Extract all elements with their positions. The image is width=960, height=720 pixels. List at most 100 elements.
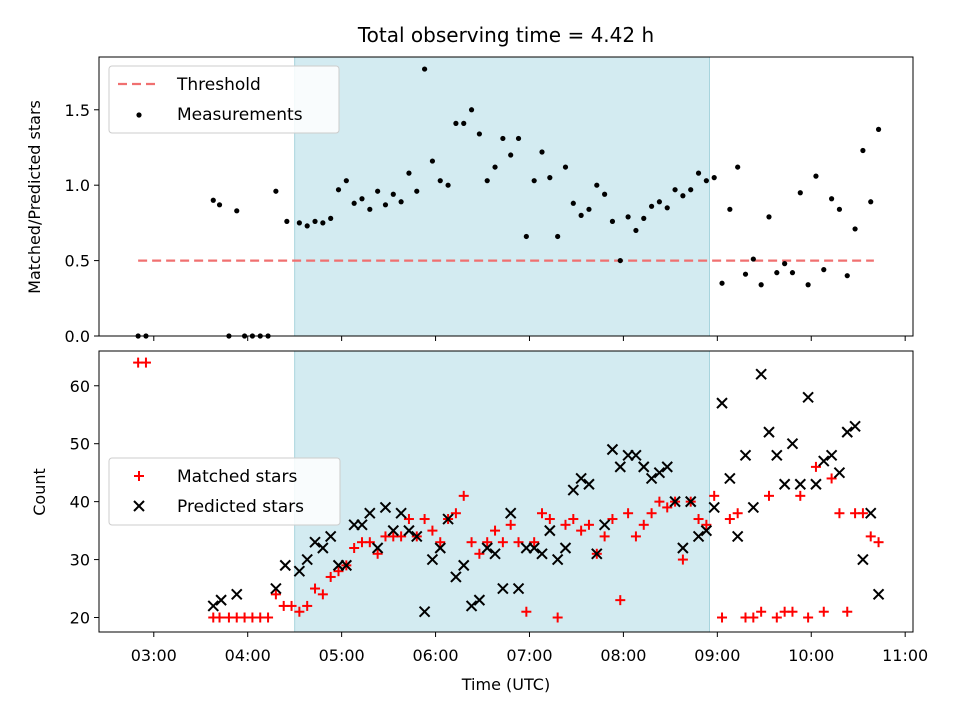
measurement-point bbox=[633, 227, 639, 234]
predicted-point-b bbox=[872, 588, 885, 601]
matched-point bbox=[701, 519, 712, 530]
predicted-point bbox=[512, 582, 525, 595]
predicted-point-b bbox=[387, 524, 399, 537]
predicted-point bbox=[833, 466, 846, 479]
predicted-point-b bbox=[716, 397, 728, 409]
predicted-point-b bbox=[309, 536, 321, 548]
predicted-point-b bbox=[661, 461, 673, 473]
predicted-point bbox=[301, 553, 313, 566]
measurement-point bbox=[570, 200, 576, 206]
predicted-point-b bbox=[849, 420, 861, 433]
predicted-point-b bbox=[833, 466, 846, 479]
matched-point bbox=[427, 525, 438, 536]
top-x-ticks bbox=[153, 336, 906, 341]
matched-point bbox=[263, 612, 274, 623]
matched-point bbox=[638, 519, 649, 530]
predicted-point-b bbox=[536, 548, 548, 560]
matched-point bbox=[317, 589, 328, 600]
predicted-point bbox=[614, 461, 626, 473]
predicted-point bbox=[685, 495, 697, 508]
measurement-point bbox=[625, 214, 631, 220]
measurement-point bbox=[382, 202, 389, 208]
predicted-point bbox=[317, 542, 329, 554]
predicted-point-b bbox=[708, 501, 720, 514]
measurement-point bbox=[547, 175, 553, 181]
legend-threshold-label: Threshold bbox=[176, 75, 261, 95]
matched-point bbox=[724, 514, 735, 525]
predicted-point-b bbox=[504, 507, 517, 519]
predicted-point-b bbox=[481, 542, 493, 554]
predicted-point bbox=[559, 542, 572, 554]
predicted-point bbox=[598, 519, 611, 531]
matched-point bbox=[576, 525, 587, 536]
matched-point bbox=[748, 612, 759, 623]
predicted-point-b bbox=[279, 559, 291, 572]
predicted-point-b bbox=[794, 478, 806, 490]
x-tick-label: 06:00 bbox=[413, 646, 459, 665]
matched-point bbox=[372, 548, 383, 559]
predicted-point-b bbox=[551, 553, 564, 566]
measurement-point bbox=[656, 199, 663, 205]
predicted-point bbox=[661, 461, 673, 473]
matched-point bbox=[865, 531, 876, 542]
measurement-point bbox=[476, 131, 482, 137]
measurement-point bbox=[695, 170, 702, 176]
matched-point bbox=[771, 612, 782, 623]
predicted-point bbox=[849, 420, 861, 433]
predicted-point-b bbox=[395, 507, 407, 519]
measurement-point bbox=[398, 199, 404, 205]
predicted-point bbox=[638, 461, 650, 473]
predicted-point-b bbox=[215, 594, 227, 606]
measurement-point bbox=[875, 126, 882, 132]
legend-measurements-swatch bbox=[136, 112, 142, 118]
measurement-point bbox=[461, 120, 467, 126]
predicted-point bbox=[403, 524, 415, 537]
bottom-y-tick-label: 40 bbox=[70, 493, 90, 512]
measurement-point bbox=[836, 206, 843, 212]
predicted-point-b bbox=[841, 426, 853, 438]
predicted-point bbox=[794, 478, 806, 490]
measurement-point bbox=[782, 261, 788, 267]
predicted-point bbox=[708, 501, 720, 514]
measurement-point bbox=[789, 270, 796, 276]
bottom-x-ticks: 03:00 04:00 05:00 06:00 07:00 08:00 09:00 10:00… bbox=[131, 632, 928, 665]
predicted-point bbox=[442, 513, 454, 525]
matched-point bbox=[497, 537, 508, 548]
matched-point bbox=[513, 537, 524, 548]
matched-point bbox=[529, 537, 540, 548]
predicted-point-b bbox=[356, 519, 368, 531]
predicted-point-b bbox=[583, 478, 595, 490]
matched-point bbox=[787, 606, 798, 617]
matched-point bbox=[214, 612, 225, 623]
measurement-point bbox=[844, 273, 850, 279]
predicted-point-b bbox=[270, 582, 282, 595]
predicted-point-b bbox=[473, 594, 486, 606]
measurement-point bbox=[602, 191, 608, 197]
measurement-point bbox=[719, 280, 725, 286]
x-tick-label: 05:00 bbox=[319, 646, 365, 665]
predicted-point bbox=[583, 478, 595, 490]
matched-point bbox=[857, 508, 868, 519]
top-legend-box bbox=[108, 65, 340, 134]
predicted-point-b bbox=[778, 478, 791, 490]
predicted-point bbox=[731, 530, 744, 543]
predicted-point bbox=[458, 559, 470, 572]
measurement-point bbox=[852, 226, 858, 232]
predicted-point-b bbox=[442, 513, 454, 525]
predicted-point-b bbox=[685, 495, 697, 508]
predicted-point bbox=[364, 507, 376, 519]
matched-point bbox=[364, 537, 375, 548]
matched-point bbox=[842, 606, 853, 617]
predicted-point bbox=[215, 594, 227, 606]
predicted-point bbox=[504, 507, 517, 519]
predicted-point bbox=[356, 519, 368, 531]
measurement-point bbox=[343, 178, 349, 184]
predicted-point-b bbox=[724, 472, 736, 485]
predicted-point bbox=[818, 455, 830, 467]
measurement-point bbox=[609, 218, 616, 224]
matched-point bbox=[349, 542, 360, 553]
predicted-point bbox=[528, 542, 540, 554]
predicted-point bbox=[536, 548, 548, 560]
bottom-y-tick-label: 60 bbox=[70, 377, 90, 396]
measurement-point bbox=[868, 199, 874, 205]
